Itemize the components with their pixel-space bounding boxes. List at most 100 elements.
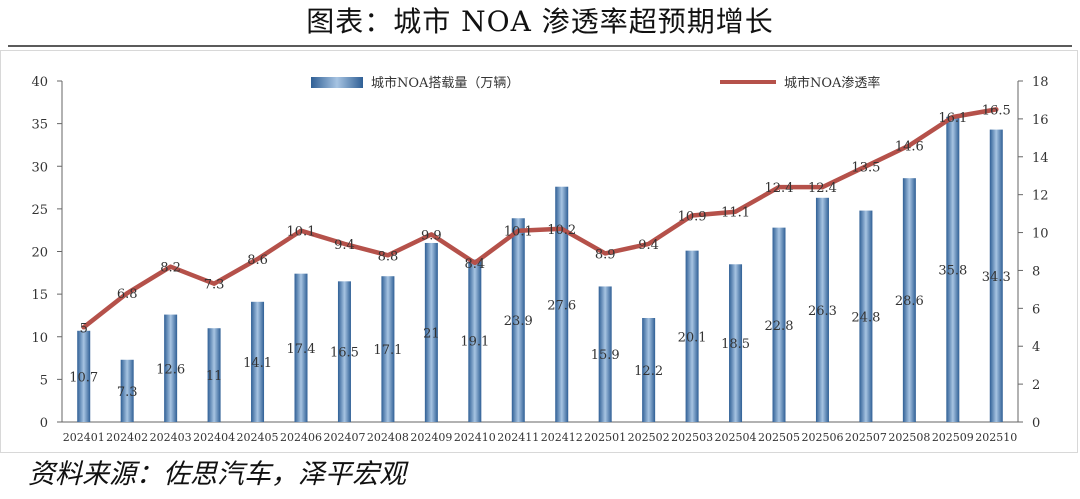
penetration-rate-line	[81, 107, 999, 330]
line-value-label: 7.3	[204, 278, 225, 293]
x-tick-label: 202408	[367, 431, 409, 444]
x-tick-label: 202402	[106, 431, 148, 444]
bar-value-label: 17.4	[287, 342, 316, 357]
y-left-tick-label: 15	[31, 288, 48, 303]
y-left-tick-label: 30	[31, 160, 48, 175]
x-tick-label: 202508	[888, 431, 930, 444]
bar-value-label: 34.3	[982, 270, 1011, 285]
bar	[381, 276, 395, 422]
line-value-label: 10.2	[547, 223, 576, 238]
line-value-label: 8.8	[378, 249, 399, 264]
bar	[251, 301, 265, 422]
bar	[598, 286, 612, 422]
bar-value-label: 23.9	[504, 314, 533, 329]
bar	[859, 210, 873, 422]
line-value-label: 10.1	[504, 225, 533, 240]
source-note: 资料来源：佐思汽车，泽平宏观	[28, 459, 406, 490]
bar-value-label: 16.5	[330, 346, 359, 361]
bar	[815, 197, 829, 422]
line-value-label: 8.2	[160, 261, 181, 276]
x-tick-label: 202501	[584, 431, 626, 444]
x-tick-label: 202504	[715, 431, 757, 444]
line-value-label: 6.8	[117, 287, 138, 302]
bar-value-label: 11	[206, 369, 223, 384]
bar	[207, 328, 221, 422]
line-value-label: 10.1	[287, 225, 316, 240]
line-value-label: 8.9	[595, 247, 616, 262]
bars-layer	[77, 116, 1003, 423]
line-value-label: 14.6	[895, 139, 924, 154]
y-left-tick-label: 25	[31, 203, 48, 218]
legend-bar-swatch	[311, 77, 363, 88]
x-tick-label: 202507	[845, 431, 887, 444]
y-left-tick-label: 20	[31, 246, 48, 261]
bar-value-label: 10.7	[69, 370, 98, 385]
bar-value-label: 22.8	[765, 319, 794, 334]
x-tick-label: 202406	[280, 431, 322, 444]
x-tick-label: 202409	[410, 431, 452, 444]
chart-frame	[0, 50, 1078, 453]
line-value-label: 16.1	[938, 111, 967, 126]
bar	[120, 359, 134, 422]
x-tick-label: 202404	[193, 431, 235, 444]
x-tick-label: 202505	[758, 431, 800, 444]
y-right-tick-label: 12	[1032, 189, 1049, 204]
x-tick-label: 202502	[628, 431, 670, 444]
bar-value-label: 26.3	[808, 304, 837, 319]
y-right-tick-label: 18	[1032, 75, 1049, 90]
bar-value-label: 7.3	[117, 385, 138, 400]
y-right-tick-label: 2	[1032, 378, 1040, 393]
y-right-tick-label: 14	[1032, 151, 1049, 166]
y-right-tick-label: 8	[1032, 264, 1040, 279]
y-left-tick-label: 5	[40, 373, 48, 388]
bar	[337, 281, 351, 422]
line-value-label: 12.4	[765, 181, 794, 196]
title-divider	[8, 45, 1072, 47]
x-tick-label: 202509	[932, 431, 974, 444]
bar	[77, 330, 91, 422]
line-value-label: 9.9	[421, 228, 442, 243]
y-right-tick-label: 6	[1032, 302, 1040, 317]
data-labels-layer: 10.7 7.3 12.6 11 14.1 17.4 16.5 17.1 21 19.1 23.9 2…	[69, 103, 1010, 399]
y-left-tick-label: 10	[31, 331, 48, 346]
x-tick-label: 202403	[150, 431, 192, 444]
line-value-label: 16.5	[982, 103, 1011, 118]
x-tick-label: 202405	[237, 431, 279, 444]
line-layer	[81, 107, 999, 330]
line-value-label: 8.6	[247, 253, 268, 268]
bar	[424, 242, 438, 422]
x-tick-label: 202410	[454, 431, 496, 444]
x-tick-label: 202412	[541, 431, 583, 444]
line-value-label: 5	[80, 321, 88, 336]
y-left-tick-label: 40	[31, 75, 48, 90]
bar	[946, 116, 960, 423]
bar-value-label: 28.6	[895, 294, 924, 309]
line-value-label: 13.5	[851, 160, 880, 175]
bar	[164, 314, 178, 422]
x-tick-label: 202407	[323, 431, 365, 444]
y-right-tick-label: 4	[1032, 340, 1040, 355]
line-value-label: 11.1	[721, 206, 750, 221]
bar	[729, 264, 743, 422]
bar	[642, 317, 656, 422]
bar	[555, 186, 569, 422]
line-value-label: 9.4	[638, 238, 659, 253]
bar-value-label: 15.9	[591, 348, 620, 363]
line-value-label: 8.4	[464, 257, 485, 272]
bar-value-label: 20.1	[678, 330, 707, 345]
legend: 城市NOA搭载量（万辆） 城市NOA渗透率	[311, 75, 880, 91]
y-left-tick-label: 35	[31, 118, 48, 133]
bar	[902, 178, 916, 422]
bar-value-label: 24.8	[851, 310, 880, 325]
bar	[685, 250, 699, 422]
y-right-tick-label: 10	[1032, 227, 1049, 242]
x-tick-label: 202401	[63, 431, 105, 444]
bar-value-label: 18.5	[721, 337, 750, 352]
y-right-tick-label: 16	[1032, 113, 1049, 128]
x-tick-label: 202411	[497, 431, 539, 444]
bar-value-label: 17.1	[373, 343, 402, 358]
page-title: 图表：城市 NOA 渗透率超预期增长	[306, 5, 774, 38]
bar-value-label: 12.6	[156, 362, 185, 377]
